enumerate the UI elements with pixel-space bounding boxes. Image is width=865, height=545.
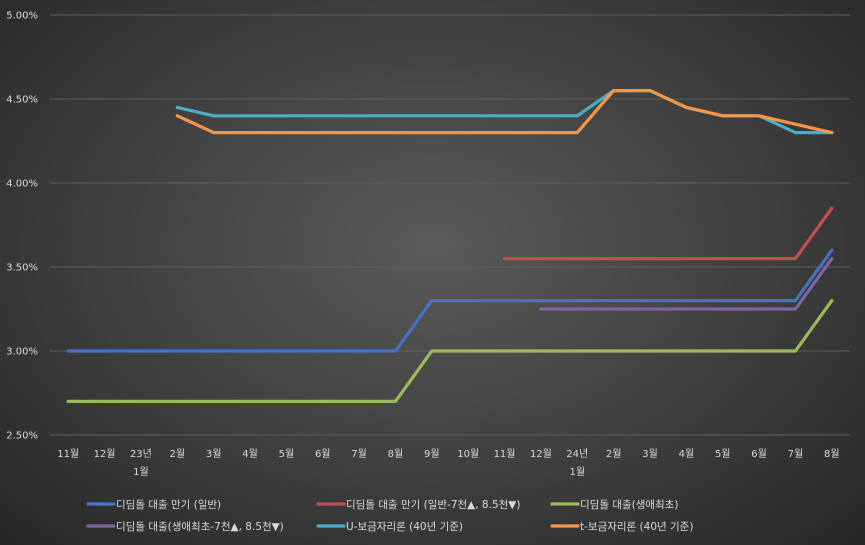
legend-label: 디딤돌 대출 만기 (일반): [116, 498, 221, 511]
legend-label: 디딤돌 대출(생애최초): [580, 499, 678, 511]
y-tick-label: 2.50%: [6, 431, 38, 442]
y-tick-label: 4.50%: [6, 95, 38, 106]
x-tick-label: 7월: [351, 448, 367, 460]
x-axis-ticks: 11월 12월 23년 1월 2월 3월 4월 5월 6월 7월 8월 9월 10월 11월 12월 24년 1…: [57, 448, 839, 478]
x-tick-label: 23년 1월: [130, 448, 152, 478]
series-line-4: [175, 89, 834, 135]
x-tick-label: 5월: [279, 448, 295, 460]
y-axis-ticks: 2.50% 3.00% 3.50% 4.00% 4.50% 5.00%: [6, 11, 38, 442]
legend-label: 디딤돌 대출(생애최초-7천▲, 8.5천▼): [116, 521, 284, 533]
x-tick-label: 12월: [94, 448, 116, 460]
x-tick-label: 8월: [824, 448, 840, 460]
x-tick-label: 2월: [606, 448, 622, 460]
x-tick-label: 6월: [751, 448, 767, 460]
legend-item: 디딤돌 대출 만기 (일반): [86, 498, 221, 511]
legend-item: U-보금자리론 (40년 기준): [316, 521, 463, 533]
x-tick-label: 11월: [494, 448, 516, 460]
legend-label: U-보금자리론 (40년 기준): [346, 521, 463, 533]
y-tick-label: 5.00%: [6, 11, 38, 22]
y-tick-label: 3.00%: [6, 347, 38, 358]
y-tick-label: 3.50%: [6, 263, 38, 274]
legend-item: 디딤돌 대출(생애최초-7천▲, 8.5천▼): [86, 521, 284, 533]
series-line-3: [539, 257, 834, 311]
x-tick-label: 8월: [388, 448, 404, 460]
x-tick-label: 11월: [57, 448, 79, 460]
x-tick-label: 4월: [679, 448, 695, 460]
series-line-0: [66, 248, 834, 353]
legend-item: 디딤돌 대출(생애최초): [550, 499, 678, 511]
legend-item: t-보금자리론 (40년 기준): [550, 521, 693, 533]
x-tick-label: 7월: [788, 448, 804, 460]
gridlines: [50, 14, 850, 436]
legend-item: 디딤돌 대출 만기 (일반-7천▲, 8.5천▼): [316, 498, 520, 511]
legend-label: t-보금자리론 (40년 기준): [580, 521, 693, 533]
series-line-5: [175, 89, 834, 135]
x-tick-label: 5월: [715, 448, 731, 460]
legend: 디딤돌 대출 만기 (일반) 디딤돌 대출 만기 (일반-7천▲, 8.5천▼) 디…: [86, 498, 693, 533]
x-tick-label: 3월: [642, 448, 658, 460]
x-tick-label: 12월: [530, 448, 552, 460]
x-tick-label: 4월: [242, 448, 258, 460]
legend-label: 디딤돌 대출 만기 (일반-7천▲, 8.5천▼): [346, 498, 520, 511]
series-line-1: [502, 206, 834, 261]
x-tick-label: 2월: [169, 448, 185, 460]
series-line-2: [66, 299, 834, 403]
series-lines: [66, 89, 834, 403]
y-tick-label: 4.00%: [6, 179, 38, 190]
x-tick-label: 24년 1월: [566, 448, 588, 478]
x-tick-label: 9월: [424, 448, 440, 460]
x-tick-label: 6월: [315, 448, 331, 460]
x-tick-label: 10월: [457, 448, 479, 460]
x-tick-label: 3월: [206, 448, 222, 460]
